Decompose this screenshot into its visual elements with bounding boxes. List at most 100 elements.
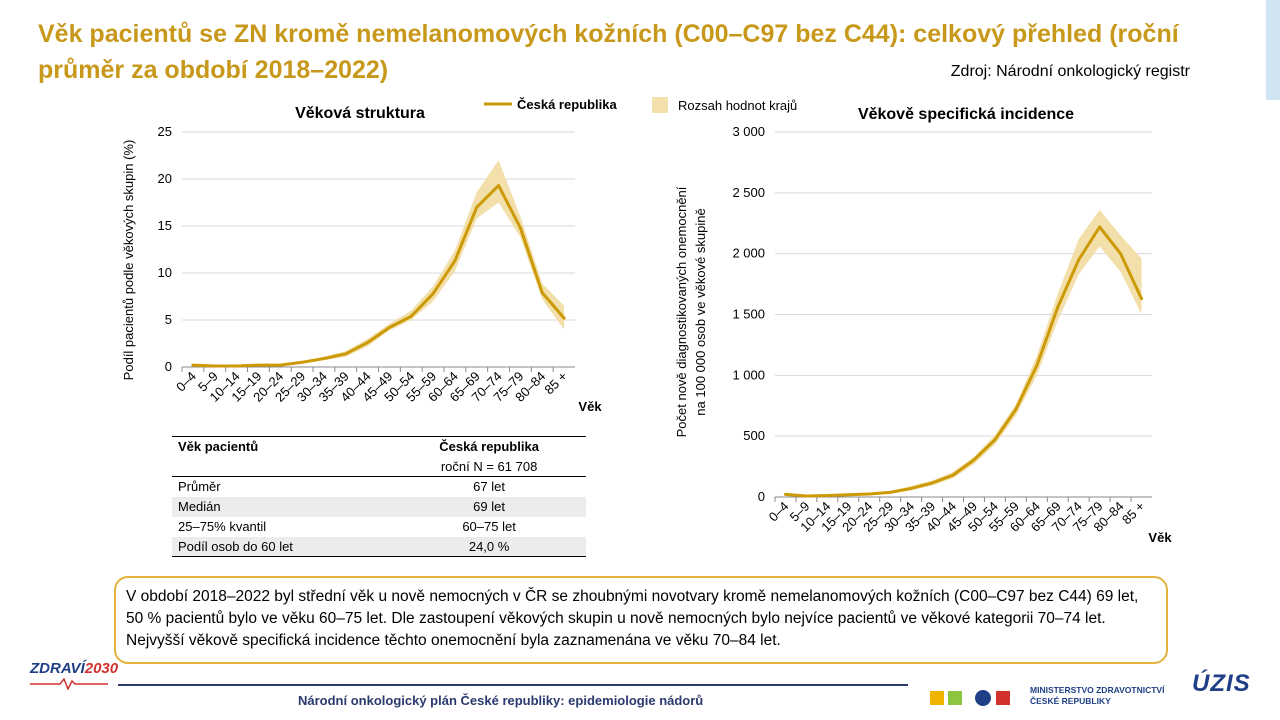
data-point <box>930 481 934 485</box>
data-point <box>1077 258 1081 262</box>
czech-republic-line <box>785 225 1143 498</box>
y-tick-label: 3 000 <box>732 124 765 139</box>
table-row-value: 60–75 let <box>462 519 516 534</box>
y-tick-label: 1 500 <box>732 307 765 322</box>
table-header-row: Věk pacientů Česká republika <box>172 436 586 457</box>
uzis-logo: ÚZIS <box>1192 670 1251 697</box>
incidence-chart: Věkově specifická incidence Počet nově d… <box>674 106 1172 545</box>
y-tick-label: 2 500 <box>732 185 765 200</box>
summary-box: V období 2018–2022 byl střední věk u nov… <box>114 576 1168 664</box>
y-tick-label: 15 <box>158 218 172 233</box>
data-point <box>322 357 326 361</box>
source-note: Zdroj: Národní onkologický registr <box>950 63 1190 80</box>
charts-canvas: Česká republika Rozsah hodnot krajů Věko… <box>121 97 1172 545</box>
data-point <box>213 364 217 368</box>
table-subheader-row: roční N = 61 708 <box>172 456 586 477</box>
legend: Česká republika Rozsah hodnot krajů <box>484 97 797 113</box>
data-point <box>409 314 413 318</box>
data-point <box>475 205 479 209</box>
corner-decoration <box>1266 0 1280 100</box>
chart2-y-axis-title-line2: na 100 000 osob ve věkové skupině <box>693 208 708 415</box>
czech-republic-line <box>192 184 566 368</box>
table-row-label: Podíl osob do 60 let <box>172 536 393 557</box>
zdravi-2030-logo: ZDRAVÍ2030 <box>30 660 118 694</box>
table-col2-header: Česká republika <box>392 436 586 457</box>
page-title: Věk pacientů se ZN kromě nemelanomových … <box>38 20 1179 84</box>
table-row: Medián 69 let <box>172 496 586 517</box>
zdravi-logo-year: 2030 <box>84 660 119 677</box>
ministry-logo: MINISTERSTVO ZDRAVOTNICTVÍ ČESKÉ REPUBLI… <box>928 683 1188 709</box>
legend-band-label: Rozsah hodnot krajů <box>678 98 797 113</box>
legend-line-label: Česká republika <box>517 97 617 112</box>
data-point <box>804 494 808 498</box>
data-point <box>497 184 501 188</box>
chart1-y-axis-title: Podíl pacientů podle věkových skupin (%) <box>121 140 136 381</box>
table-col1-header: Věk pacientů <box>172 436 393 457</box>
y-tick-label: 0 <box>165 359 172 374</box>
data-point <box>518 226 522 230</box>
data-point <box>344 352 348 356</box>
ministry-line1: MINISTERSTVO ZDRAVOTNICTVÍ <box>1030 685 1165 695</box>
table-row-label: Medián <box>172 496 393 517</box>
age-stats-table: Věk pacientů Česká republika roční N = 6… <box>172 436 586 557</box>
table-subheader-empty <box>172 456 393 477</box>
ministry-line2: ČESKÉ REPUBLIKY <box>1030 696 1111 706</box>
chart2-y-axis-title-line1: Počet nově diagnostikovaných onemocnění <box>674 186 689 437</box>
table-row-value: 24,0 % <box>392 536 586 557</box>
data-point <box>366 341 370 345</box>
zdravi-logo-main: ZDRAVÍ <box>30 660 85 677</box>
x-tick-label: 85 + <box>541 369 570 398</box>
data-point <box>540 291 544 295</box>
data-point <box>1140 297 1144 301</box>
data-point <box>300 360 304 364</box>
table-row-label: Průměr <box>178 479 221 495</box>
table-row-label: 25–75% kvantil <box>178 519 267 534</box>
data-point <box>909 486 913 490</box>
x-tick-label: 85 + <box>1119 499 1148 528</box>
table-row-value: 67 let <box>473 479 505 495</box>
age-structure-chart: Věková struktura Podíl pacientů podle vě… <box>121 105 602 414</box>
data-point <box>278 363 282 367</box>
region-range-band <box>192 160 565 367</box>
data-point <box>993 438 997 442</box>
x-tick-label: 0–4 <box>173 369 199 395</box>
data-point <box>867 492 871 496</box>
y-tick-label: 20 <box>158 171 172 186</box>
data-point <box>235 364 239 368</box>
ministry-emblem-icon <box>930 690 1010 706</box>
data-point <box>453 259 457 263</box>
y-tick-label: 0 <box>758 489 765 504</box>
table-row: Průměr 67 let <box>172 477 586 497</box>
chart2-title: Věkově specifická incidence <box>858 106 1074 123</box>
data-point <box>1119 252 1123 256</box>
data-point <box>846 493 850 497</box>
y-tick-label: 25 <box>158 124 172 139</box>
table-row-value: 69 let <box>392 496 586 517</box>
data-point <box>562 316 566 320</box>
data-point <box>1056 305 1060 309</box>
chart2-x-axis-title: Věk <box>1148 530 1172 545</box>
data-point <box>1014 407 1018 411</box>
y-tick-label: 10 <box>158 265 172 280</box>
data-point <box>972 458 976 462</box>
data-point <box>825 494 829 498</box>
data-point <box>256 363 260 367</box>
legend-band-swatch <box>652 97 668 113</box>
data-point <box>1098 225 1102 229</box>
data-point <box>888 490 892 494</box>
data-point <box>951 473 955 477</box>
y-tick-label: 500 <box>743 428 765 443</box>
heartbeat-icon <box>30 677 108 691</box>
table-row: Podíl osob do 60 let 24,0 % <box>172 536 586 557</box>
y-tick-label: 5 <box>165 312 172 327</box>
region-range-band <box>785 209 1142 497</box>
data-point <box>387 326 391 330</box>
chart1-title: Věková struktura <box>295 105 425 122</box>
zdravi-logo-text: ZDRAVÍ2030 <box>30 660 118 677</box>
footer-divider <box>118 684 908 686</box>
data-point <box>431 292 435 296</box>
data-point <box>191 363 195 367</box>
table-col2-subheader: roční N = 61 708 <box>392 456 586 477</box>
chart1-x-axis-title: Věk <box>578 399 602 414</box>
table-row: 25–75% kvantil 60–75 let <box>172 517 586 537</box>
